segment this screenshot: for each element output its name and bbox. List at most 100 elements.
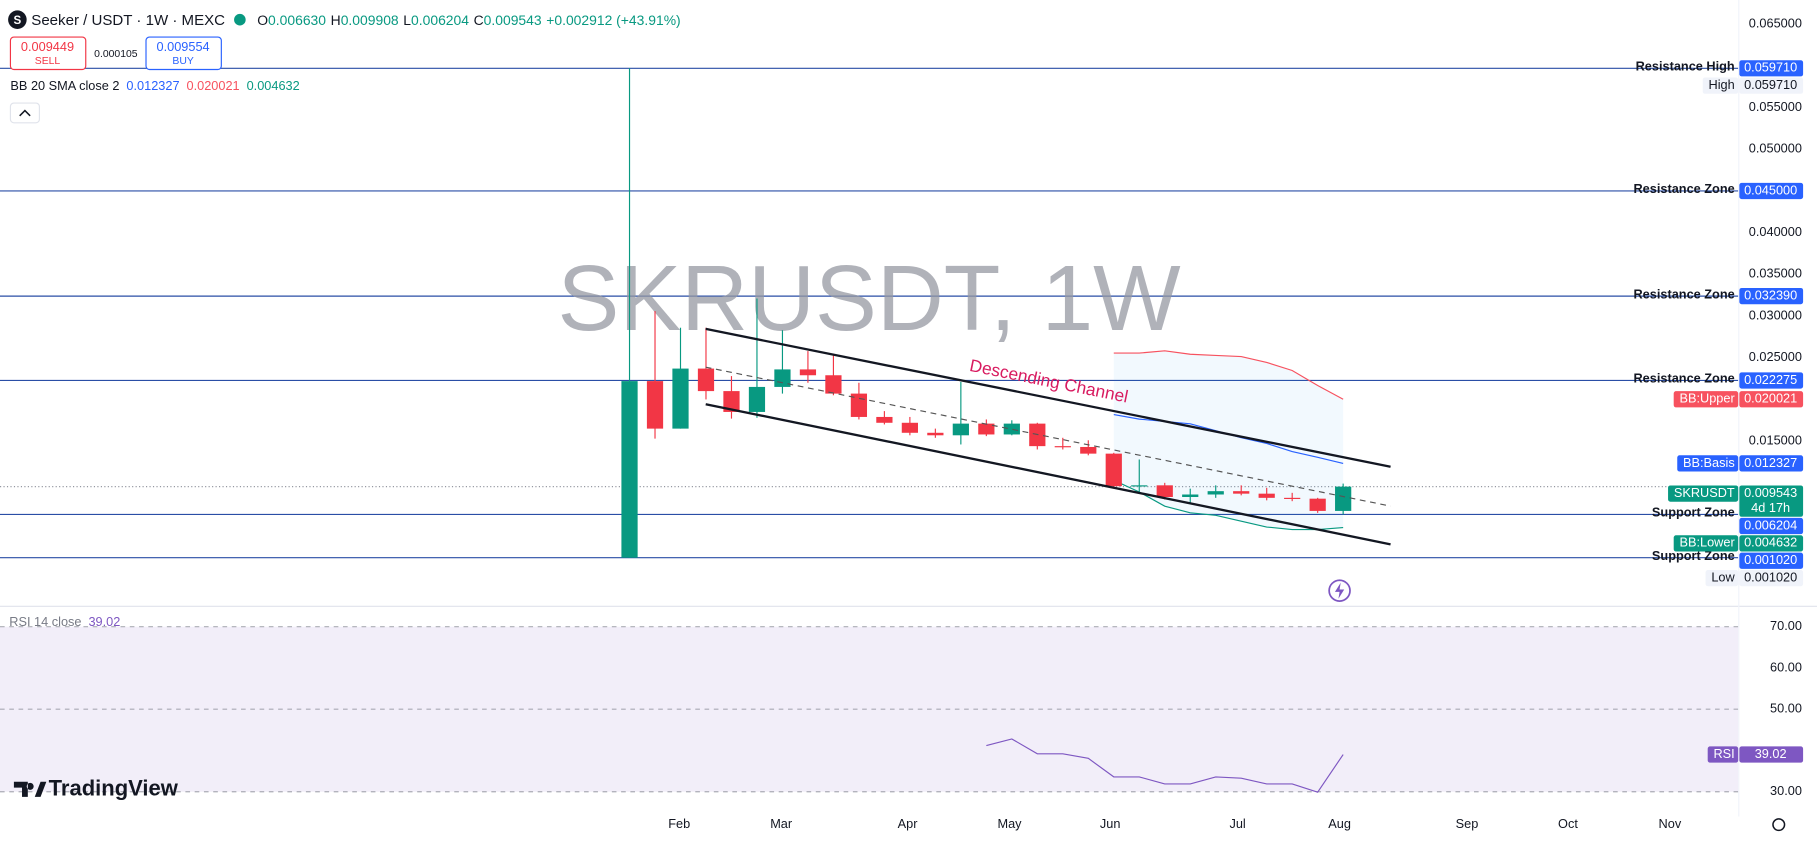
candle-body [1207,491,1224,495]
candle-body [1003,423,1020,435]
price-tag-name-box [1707,746,1739,763]
buy-button[interactable] [145,36,222,71]
ohlc-change: +0.002912 (+43.91%) [546,12,680,28]
watermark: SKRUSDT, 1W [558,246,1182,350]
y-tick-label: 0.040000 [1749,224,1802,239]
symbol-title: Seeker / USDT · 1W · MEXC [31,12,225,29]
price-tag-name: High [1709,77,1735,92]
rsi-tick-label: 30.00 [1770,783,1802,798]
price-tag-value: 0.012327 [1744,455,1797,470]
candle-body [748,386,766,412]
price-tag-box [1739,372,1804,389]
price-tag-box [1739,182,1804,200]
tags-layer: 0.059710 0.059710 High 0.045000 0.032390 0.02… [1668,60,1804,763]
price-tag-value: 0.022275 [1744,372,1797,387]
price-tag-value: 0.006204 [1744,517,1797,532]
price-tag-name-box [1673,535,1739,552]
ohlc-value: 0.009908 [341,12,399,28]
price-tag-name: RSI [1713,746,1734,761]
candle-body [978,423,995,435]
price-tag-box [1739,552,1804,569]
collapse-chevron [19,109,31,117]
x-tick-label: May [997,816,1022,831]
spread: 0.000105 [94,49,138,60]
symbol-icon [8,10,27,29]
event-icon[interactable] [1328,579,1351,602]
channel-mid [705,366,1391,507]
ohlc-value: 0.006630 [268,12,326,28]
price-tag-box [1739,746,1804,763]
price-tag-name: BB:Basis [1683,455,1735,470]
candle-body [1258,493,1275,498]
candle-body [672,368,689,429]
series-line [1113,479,1344,531]
x-tick-label: Jul [1229,816,1245,831]
sell-label: SELL [35,56,61,67]
sell-button[interactable] [9,36,87,71]
price-tag-name-box [1705,570,1739,587]
y-tick-label: 0.035000 [1749,266,1802,281]
candle-body [723,391,740,412]
x-tick-label: Apr [898,816,919,831]
rsi-legend-value: 39.02 [88,614,120,629]
candle-body [952,423,969,436]
price-tag-name-box [1702,77,1739,94]
buy-price: 0.009554 [157,39,210,54]
rsi-legend: RSI 14 close 39.02 [9,614,120,629]
bb-legend-name: BB 20 SMA close 2 [10,78,119,93]
bb-legend-value: 0.012327 [126,78,179,93]
price-tag-name: BB:Lower [1679,535,1735,550]
y-tick-label: 0.055000 [1749,99,1802,114]
buy-label: BUY [172,56,193,67]
sell-price: 0.009449 [21,39,74,54]
ohlc-value: 0.009543 [484,12,542,28]
level-label: Support Zone [1652,505,1735,520]
background-layer: 0.065000 0.055000 0.050000 0.040000 0.035000… [0,16,1802,831]
collapse-button[interactable] [9,102,40,124]
candle-body [1182,494,1199,498]
candle-body [646,381,664,429]
ohlc-key: O [257,12,268,28]
price-tag-name-box [1668,485,1739,502]
price-tag-countdown: 4d 17h [1751,500,1790,515]
candle-body [876,416,893,423]
price-tag-name: SKRUSDT [1674,485,1735,500]
event-icon-bolt [1334,582,1345,599]
channel-lower [705,403,1391,546]
price-tag-name-box [1673,391,1739,408]
price-tag-value: 0.001020 [1744,552,1797,567]
candle-body [1080,446,1097,454]
rsi-legend-name: RSI 14 close [9,614,81,629]
level-label: Resistance Zone [1633,181,1734,196]
x-tick-label: Feb [668,816,690,831]
x-tick-label: Jun [1100,816,1121,831]
price-tag-box [1739,485,1804,517]
price-tag-value: 0.045000 [1744,182,1797,197]
x-tick-label: Nov [1659,816,1682,831]
y-tick-label: 0.065000 [1749,16,1802,31]
candle-body [927,432,944,436]
price-tag-value: 0.001020 [1744,569,1797,584]
candle-body [774,369,791,387]
price-tag-value: 0.059710 [1744,77,1797,92]
marks-layer [621,68,1352,793]
candle-body [1335,486,1352,511]
channel-upper [705,327,1391,468]
candle-body [697,368,715,392]
price-tag-box [1739,60,1804,77]
candle-body [1309,498,1326,511]
ohlc-key: H [331,12,341,28]
price-tag-box [1739,77,1804,94]
candle-body [621,381,638,558]
market-status [234,13,246,26]
bb-legend-value: 0.020021 [187,78,240,93]
y-tick-label: 0.025000 [1749,349,1802,364]
symbol-icon-glyph: S [14,15,22,27]
candle-body [825,375,842,394]
x-tick-label: Oct [1558,816,1578,831]
candle-body [1233,491,1250,494]
y-tick-label: 0.050000 [1749,141,1802,156]
settings-button[interactable] [1772,818,1786,832]
